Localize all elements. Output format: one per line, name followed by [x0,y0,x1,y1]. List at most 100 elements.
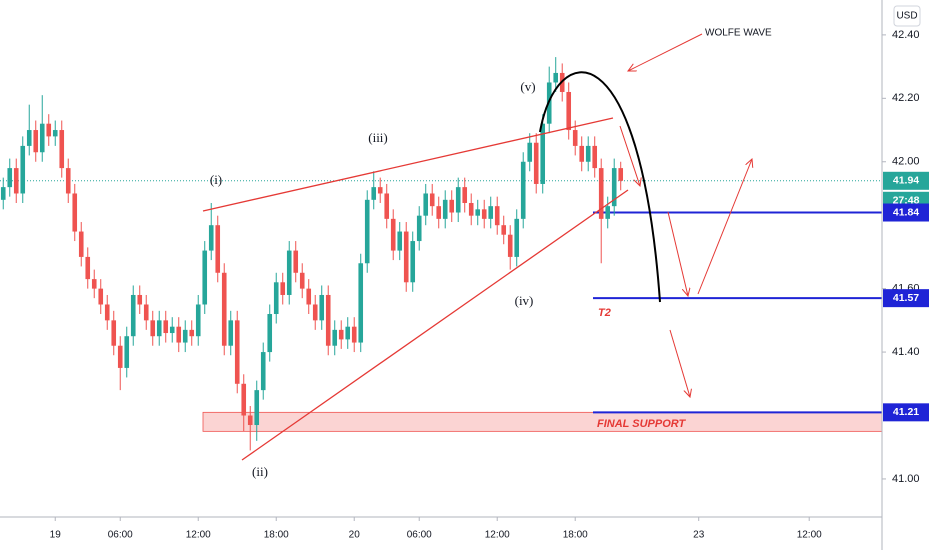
candle-body [241,383,247,416]
candle-body [59,130,65,169]
candle-body [605,206,611,219]
background-layer [0,180,883,432]
candle-body [533,142,539,184]
wave-label: (iv) [515,293,534,308]
candle-body [468,202,474,216]
candle-body [449,199,455,213]
candle-body [572,130,578,146]
wave-label: (v) [520,79,535,94]
candle-body [260,352,266,391]
annotations: (i) (ii) (iii) (iv) (v) WOLFE WAVE T2 FI… [202,28,772,479]
candle-body [52,130,58,137]
candle-body [65,168,71,194]
candle-body [72,193,78,232]
candle-body [598,168,604,219]
candle-body [280,282,286,295]
candle-body [117,345,123,368]
x-tick-label: 20 [349,530,361,541]
target-label: T2 [598,307,611,319]
x-tick-label: 12:00 [485,530,510,541]
candle-body [46,123,52,137]
arrow [619,125,640,186]
candle-body [527,142,533,162]
candle-body [579,145,585,162]
candle-body [611,168,617,207]
candle-body [111,320,117,346]
wolfe-wave-label: WOLFE WAVE [705,28,772,39]
x-tick-label: 23 [693,530,705,541]
candle-body [325,294,331,346]
candle-body [20,145,26,194]
candle-body [397,231,403,251]
candle-body [312,304,318,321]
candle-body [553,72,559,83]
candle-body [286,250,292,295]
candle-body [195,304,201,337]
arrow [628,33,703,71]
level-label: 41.21 [893,406,919,418]
level-label: 41.84 [893,206,919,218]
candle-body [143,304,149,321]
candle-body [618,168,624,181]
candle-body [98,288,104,305]
candle-body [169,326,175,334]
candle-body [585,145,591,162]
y-tick-label: 42.20 [892,92,920,104]
candle-body [150,320,156,337]
candle-body [228,320,234,346]
candle-body [91,279,97,289]
candle-body [124,336,130,368]
candle-body [358,263,364,343]
x-tick-label: 12:00 [797,530,822,541]
x-tick-label: 18:00 [264,530,289,541]
candle-body [416,215,422,242]
candle-body [0,187,6,200]
candle-body [202,250,208,305]
candle-body [501,225,507,235]
candle-body [306,288,312,305]
candle-body [208,225,214,251]
candle-body [254,390,260,426]
candle-body [546,82,552,124]
candle-body [481,209,487,219]
candle-body [540,123,546,184]
candle-body [26,130,32,146]
candle-body [371,187,377,200]
y-tick-label: 42.00 [892,156,920,168]
lower-trendline [241,189,629,461]
candle-body [455,187,461,213]
candle-body [299,272,305,289]
candle-body [293,250,299,273]
candle-body [78,231,84,257]
support-zone [202,411,883,432]
candle-body [182,329,188,343]
candle-body [494,206,500,226]
y-tick-label: 42.40 [892,29,920,41]
candle-body [137,294,143,305]
candle-body [130,294,136,337]
candle-body [436,206,442,219]
candle-body [215,225,221,273]
candle-body [176,326,182,343]
x-tick-label: 19 [50,530,62,541]
candle-body [384,193,390,219]
candle-body [345,326,351,340]
candle-body [332,329,338,346]
last-price-label: 41.94 [893,175,919,187]
candle-body [85,256,91,280]
candle-body [566,91,572,131]
candle-body [319,294,325,321]
candle-body [429,193,435,207]
y-tick-label: 41.00 [892,473,920,485]
candle-body [377,187,383,194]
candle-body [520,161,526,219]
level-label-box [883,289,929,308]
y-tick-label: 41.40 [892,346,920,358]
candle-body [423,193,429,216]
wave-label: (i) [210,172,222,187]
wave-label: (iii) [368,130,388,145]
currency-box[interactable] [893,5,921,27]
candle-body [403,231,409,283]
candle-body [39,123,45,153]
